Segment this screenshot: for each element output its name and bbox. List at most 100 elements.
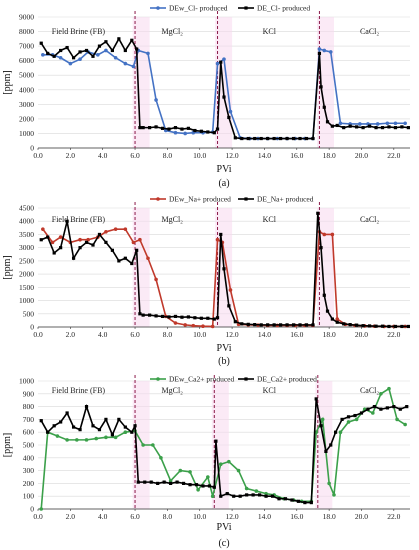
data-point	[149, 480, 153, 484]
data-point	[400, 125, 404, 129]
y-tick-label: 500	[23, 309, 35, 318]
x-tick-label: 4.0	[98, 512, 108, 521]
data-point	[227, 304, 231, 308]
data-point	[173, 126, 178, 130]
data-point	[253, 323, 257, 327]
stage-label: CaCl₂	[360, 386, 379, 395]
legend: DEw_Ca2+ produced DE_Ca2+ produced	[150, 375, 317, 384]
data-point	[113, 55, 118, 60]
data-point	[358, 122, 362, 126]
data-point	[372, 405, 377, 409]
data-point	[322, 48, 327, 53]
data-point	[138, 126, 142, 130]
data-point	[78, 428, 82, 432]
x-tick-label: 0.0	[33, 330, 43, 339]
data-point	[304, 136, 309, 141]
data-point	[335, 317, 340, 321]
x-tick-label: 16.0	[290, 151, 303, 160]
data-point	[228, 109, 233, 114]
data-point	[194, 483, 199, 487]
data-point	[86, 237, 90, 242]
y-tick-label: 8000	[19, 27, 34, 36]
data-point	[215, 61, 220, 66]
stage-label: Field Brine (FB)	[52, 215, 106, 224]
legend-label: DEw_Cl- produced	[169, 4, 228, 13]
data-point	[406, 324, 410, 329]
data-point	[123, 256, 127, 260]
data-point	[146, 256, 150, 261]
data-point	[138, 312, 142, 316]
data-point	[374, 126, 378, 130]
data-point	[264, 494, 268, 498]
data-point	[39, 238, 43, 242]
data-point	[154, 277, 158, 282]
x-tick-label: 22.0	[387, 512, 400, 521]
data-point	[361, 324, 365, 328]
data-point	[298, 136, 302, 141]
x-tick-label: 8.0	[163, 512, 173, 521]
data-point	[303, 501, 307, 505]
data-point	[283, 497, 288, 501]
data-point	[154, 314, 158, 318]
data-point	[320, 417, 325, 422]
stage-label: KCl	[263, 27, 277, 36]
data-point	[160, 314, 165, 319]
data-point	[322, 293, 326, 297]
data-point	[272, 323, 276, 327]
transition-highlight	[211, 381, 229, 509]
data-point	[97, 44, 102, 48]
data-point	[156, 481, 160, 485]
data-point	[238, 494, 242, 498]
data-point	[367, 324, 372, 328]
data-point	[317, 47, 322, 51]
data-point	[240, 322, 244, 326]
y-tick-label: 3000	[19, 243, 34, 252]
data-point	[330, 232, 335, 237]
data-point	[398, 407, 402, 411]
data-point	[52, 424, 56, 428]
data-point	[342, 322, 346, 326]
data-point	[346, 420, 351, 424]
data-point	[329, 443, 333, 447]
data-point	[58, 235, 63, 239]
data-point	[84, 405, 89, 409]
data-point	[159, 456, 163, 460]
x-tick-label: 18.0	[323, 330, 336, 339]
data-point	[314, 397, 318, 401]
y-tick-label: 3500	[19, 230, 34, 239]
data-point	[96, 53, 100, 57]
data-point	[338, 121, 343, 126]
data-point	[110, 433, 114, 437]
data-point	[75, 438, 79, 442]
x-axis-label: PVi	[217, 164, 232, 175]
data-point	[219, 60, 223, 64]
data-point	[298, 323, 302, 327]
data-point	[222, 57, 226, 62]
y-tick-label: 2000	[19, 114, 34, 123]
data-point	[387, 324, 391, 329]
data-point	[71, 256, 76, 260]
stage-label: MgCl₂	[162, 215, 184, 224]
data-point	[186, 126, 191, 130]
y-tick-label: 9000	[19, 13, 34, 22]
data-point	[332, 493, 336, 497]
stage-label: Field Brine (FB)	[52, 27, 106, 36]
data-point	[201, 484, 205, 488]
data-point	[387, 125, 391, 129]
data-point	[253, 136, 257, 141]
x-tick-label: 20.0	[355, 151, 368, 160]
data-point	[104, 48, 108, 53]
data-point	[97, 232, 102, 237]
legend-marker	[156, 197, 160, 201]
y-tick-label: 1000	[19, 129, 34, 138]
data-point	[346, 415, 351, 419]
data-point	[167, 315, 171, 319]
data-point	[169, 481, 173, 485]
data-point	[58, 55, 63, 60]
y-tick-label: 900	[23, 389, 35, 398]
data-point	[65, 438, 69, 442]
data-point	[385, 406, 389, 410]
data-point	[270, 494, 275, 498]
legend-marker	[156, 377, 160, 381]
